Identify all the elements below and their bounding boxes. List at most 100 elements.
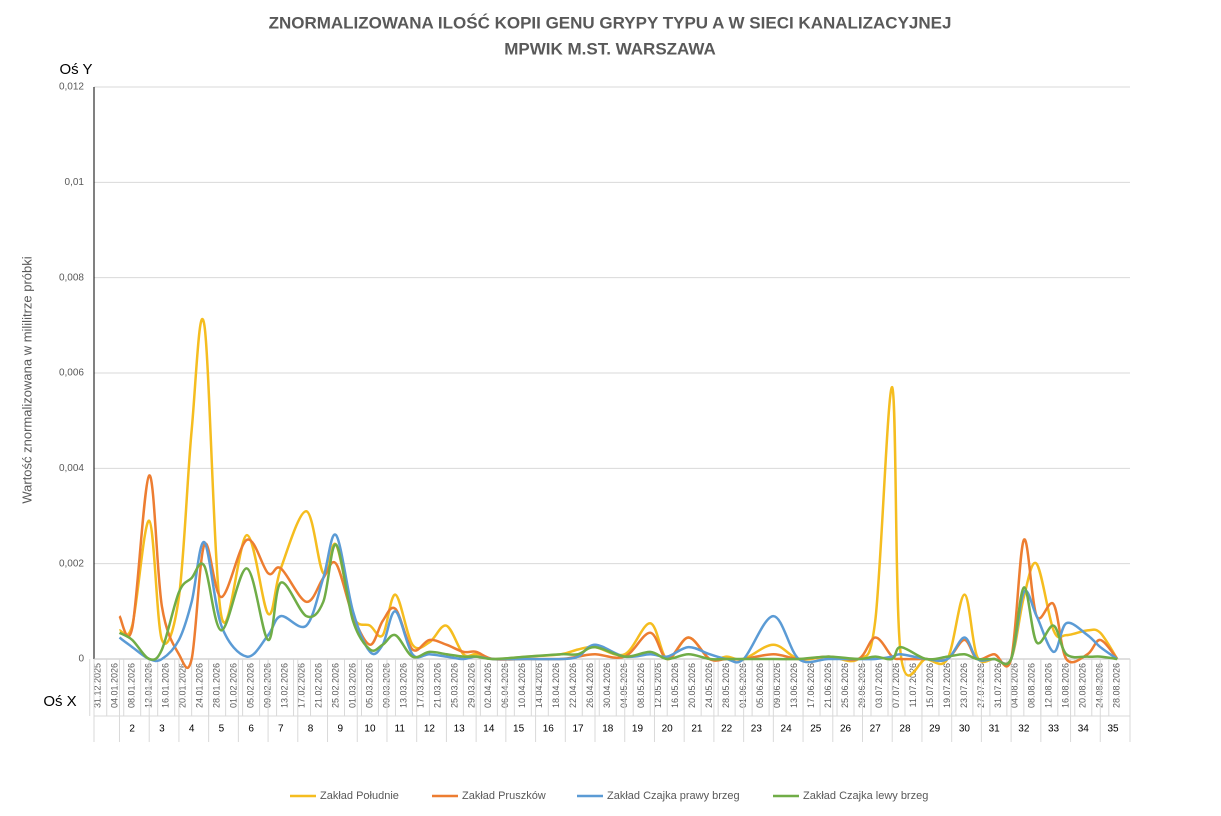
week-label: 21 — [691, 724, 703, 735]
x-tick-label: 19.07.2026 — [942, 663, 952, 708]
week-label: 17 — [572, 724, 584, 735]
legend-label: Zakład Południe — [320, 790, 399, 802]
x-tick-label: 13.06.2026 — [789, 663, 799, 708]
x-tick-label: 04.08.2026 — [1010, 663, 1020, 708]
week-label: 18 — [602, 724, 614, 735]
x-tick-label: 18.04.2026 — [551, 663, 561, 708]
week-label: 7 — [278, 724, 284, 735]
x-tick-label: 20.05.2026 — [687, 663, 697, 708]
x-tick-label: 04.05.2026 — [619, 663, 629, 708]
week-label: 32 — [1018, 724, 1030, 735]
week-label: 11 — [395, 724, 406, 735]
week-label: 28 — [899, 724, 911, 735]
x-tick-label: 02.04.2026 — [483, 663, 493, 708]
week-label: 9 — [337, 724, 343, 735]
x-tick-label: 07.07.2026 — [891, 663, 901, 708]
x-tick-label: 13.02.2026 — [279, 663, 289, 708]
week-label: 5 — [219, 724, 225, 735]
week-label: 3 — [159, 724, 165, 735]
x-tick-label: 13.03.2026 — [398, 663, 408, 708]
week-label: 14 — [483, 724, 495, 735]
x-tick-label: 16.08.2026 — [1061, 663, 1071, 708]
x-tick-label: 21.02.2026 — [313, 663, 323, 708]
week-label: 35 — [1107, 724, 1119, 735]
week-label: 24 — [781, 724, 793, 735]
legend-label: Zakład Czajka prawy brzeg — [607, 790, 740, 802]
x-tick-label: 16.01.2026 — [161, 663, 171, 708]
x-tick-label: 24.08.2026 — [1095, 663, 1105, 708]
y-tick-label: 0,008 — [59, 272, 84, 283]
chart-title: ZNORMALIZOWANA ILOŚĆ KOPII GENU GRYPY TY… — [269, 13, 952, 32]
week-label: 33 — [1048, 724, 1060, 735]
x-tick-label: 12.01.2026 — [144, 663, 154, 708]
x-tick-label: 14.04.2026 — [534, 663, 544, 708]
x-tick-label: 12.08.2026 — [1044, 663, 1054, 708]
x-tick-label: 05.06.2026 — [755, 663, 765, 708]
week-label: 29 — [929, 724, 941, 735]
x-tick-label: 20.01.2026 — [178, 663, 188, 708]
x-tick-label: 11.07.2026 — [908, 663, 918, 707]
week-label: 16 — [543, 724, 555, 735]
chart-title: MPWIK M.ST. WARSZAWA — [504, 39, 716, 58]
x-tick-label: 03.07.2026 — [874, 663, 884, 708]
week-label: 13 — [454, 724, 466, 735]
y-tick-label: 0,002 — [59, 558, 84, 569]
x-tick-label: 24.01.2026 — [195, 663, 205, 708]
week-label: 10 — [364, 724, 376, 735]
x-tick-label: 24.05.2026 — [704, 663, 714, 708]
legend-label: Zakład Pruszków — [462, 790, 546, 802]
x-tick-label: 05.02.2026 — [245, 663, 255, 708]
week-label: 30 — [959, 724, 971, 735]
x-tick-label: 17.02.2026 — [296, 663, 306, 708]
week-label: 26 — [840, 724, 852, 735]
week-label: 6 — [248, 724, 254, 735]
week-label: 15 — [513, 724, 525, 735]
x-tick-label: 25.03.2026 — [449, 663, 459, 708]
week-label: 12 — [424, 724, 436, 735]
x-tick-label: 04.01.2026 — [110, 663, 120, 708]
y-axis-name: Oś Y — [59, 61, 92, 78]
x-tick-label: 01.03.2026 — [347, 663, 357, 708]
x-tick-label: 08.08.2026 — [1027, 663, 1037, 708]
week-label: 27 — [870, 724, 882, 735]
x-tick-label: 10.04.2026 — [517, 663, 527, 708]
x-tick-label: 09.06.2026 — [772, 663, 782, 708]
y-tick-label: 0,004 — [59, 463, 84, 474]
x-tick-label: 23.07.2026 — [959, 663, 969, 708]
x-tick-label: 28.05.2026 — [721, 663, 731, 708]
x-tick-label: 31.12.2025 — [93, 663, 103, 708]
week-label: 23 — [751, 724, 763, 735]
x-tick-label: 12.05.2026 — [653, 663, 663, 708]
x-tick-label: 30.04.2026 — [602, 663, 612, 708]
week-label: 20 — [662, 724, 674, 735]
x-tick-label: 29.03.2026 — [466, 663, 476, 708]
x-tick-label: 17.06.2026 — [806, 663, 816, 708]
y-tick-label: 0,006 — [59, 368, 84, 379]
x-tick-label: 21.06.2026 — [823, 663, 833, 708]
x-tick-label: 28.08.2026 — [1112, 663, 1122, 708]
x-tick-label: 16.05.2026 — [670, 663, 680, 708]
week-label: 34 — [1078, 724, 1090, 735]
week-label: 4 — [189, 724, 195, 735]
week-label: 25 — [810, 724, 822, 735]
x-tick-label: 17.03.2026 — [415, 663, 425, 708]
x-tick-label: 09.02.2026 — [262, 663, 272, 708]
week-label: 8 — [308, 724, 314, 735]
x-tick-label: 05.03.2026 — [364, 663, 374, 708]
week-label: 31 — [989, 724, 1001, 735]
x-tick-label: 28.01.2026 — [212, 663, 222, 708]
series-line — [118, 317, 1119, 677]
x-tick-label: 08.01.2026 — [127, 663, 137, 708]
x-tick-label: 25.06.2026 — [840, 663, 850, 708]
x-tick-label: 09.03.2026 — [381, 663, 391, 708]
y-tick-label: 0,01 — [65, 177, 85, 188]
series-line — [118, 543, 1118, 666]
x-tick-label: 08.05.2026 — [636, 663, 646, 708]
week-label: 19 — [632, 724, 644, 735]
x-tick-label: 06.04.2026 — [500, 663, 510, 708]
x-tick-label: 25.02.2026 — [330, 663, 340, 708]
x-tick-label: 20.08.2026 — [1078, 663, 1088, 708]
x-tick-label: 21.03.2026 — [432, 663, 442, 708]
y-tick-label: 0 — [78, 654, 84, 665]
